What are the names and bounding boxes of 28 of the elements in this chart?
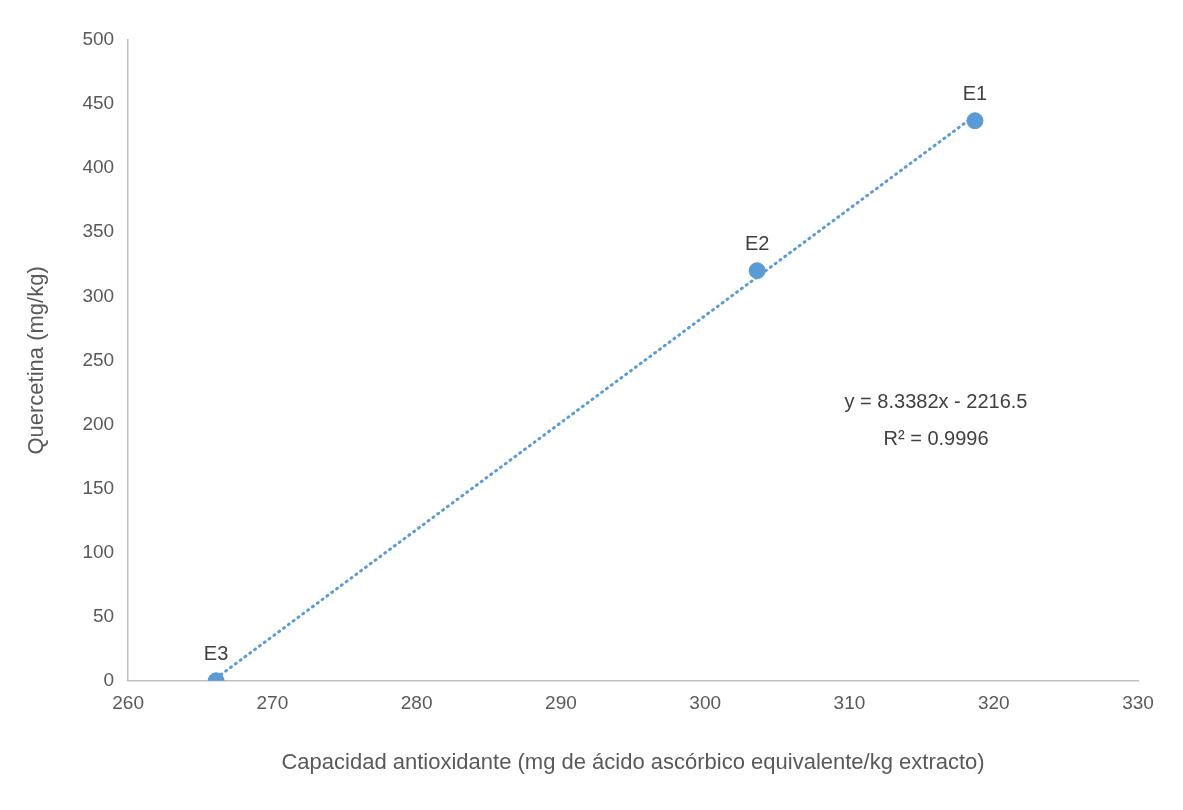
x-tick-label: 270 — [256, 692, 289, 714]
y-tick-label: 450 — [82, 92, 115, 114]
y-tick-label: 500 — [82, 28, 115, 50]
data-label: E2 — [744, 232, 770, 255]
y-tick-label: 0 — [103, 669, 115, 691]
x-tick-label: 260 — [112, 692, 144, 714]
annotation: y = 8.3382x - 2216.5 — [844, 389, 1028, 412]
y-tick-label: 300 — [82, 284, 115, 306]
y-tick-label: 250 — [82, 348, 115, 370]
y-tick-label: 200 — [82, 412, 115, 434]
y-tick-label: 50 — [92, 604, 115, 626]
data-label: E3 — [203, 642, 229, 665]
x-tick-label: 330 — [1122, 692, 1154, 714]
x-axis-title: Capacidad antioxidante (mg de ácido ascórbico equivalente/kg extracto) — [281, 748, 985, 774]
x-tick-label: 320 — [977, 692, 1010, 714]
data-label: E1 — [962, 82, 988, 105]
x-tick-label: 310 — [833, 692, 866, 714]
x-tick-label: 280 — [400, 692, 433, 714]
y-tick-label: 150 — [82, 476, 115, 498]
x-tick-label: 300 — [689, 692, 722, 714]
point — [748, 262, 766, 280]
point — [966, 112, 984, 130]
y-tick-label: 400 — [82, 156, 115, 178]
y-axis-title: Quercetina (mg/kg) — [23, 266, 49, 455]
y-tick-label: 100 — [82, 540, 115, 562]
x-tick-label: 290 — [545, 692, 577, 714]
annotation: R² = 0.9996 — [883, 426, 989, 449]
y-tick-label: 350 — [82, 220, 115, 242]
